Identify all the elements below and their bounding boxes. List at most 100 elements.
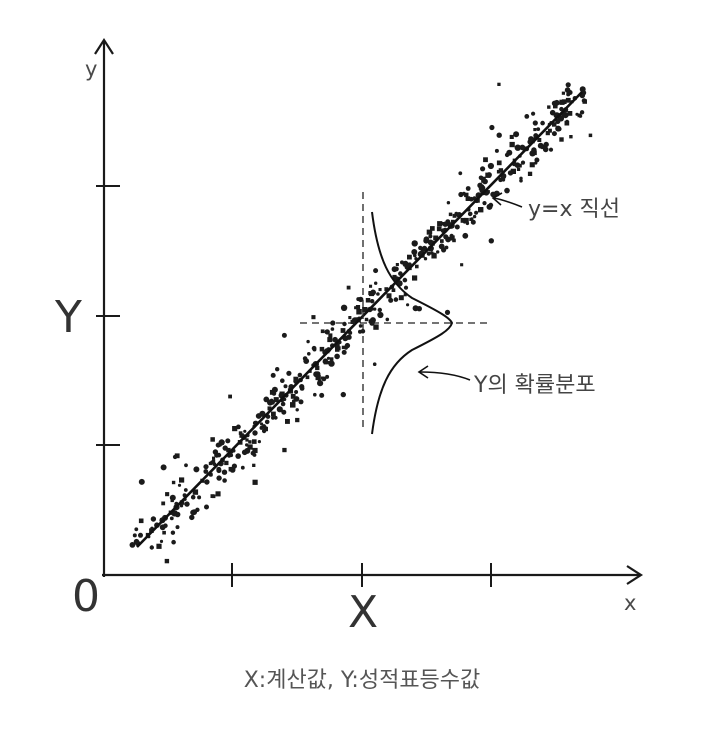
data-point <box>342 321 347 327</box>
data-point <box>160 464 167 471</box>
data-point <box>553 99 560 106</box>
data-point <box>332 336 338 343</box>
data-point <box>472 214 477 219</box>
data-point <box>354 306 358 310</box>
origin-label: 0 <box>72 571 100 622</box>
data-point <box>442 221 448 227</box>
data-point <box>247 444 253 450</box>
data-point <box>315 374 321 381</box>
data-point <box>174 453 180 459</box>
data-point <box>156 543 162 549</box>
data-point <box>386 293 392 299</box>
data-point <box>443 234 449 240</box>
x-mean-label: X <box>348 587 378 638</box>
data-point <box>190 509 197 516</box>
data-point <box>498 177 503 183</box>
data-point <box>212 456 216 460</box>
data-point <box>512 170 516 174</box>
data-point <box>465 196 471 201</box>
data-point <box>393 297 399 302</box>
data-point <box>497 82 501 86</box>
data-point <box>305 375 310 380</box>
data-point <box>536 127 541 131</box>
data-point <box>355 305 361 310</box>
data-point <box>364 317 369 322</box>
data-point <box>403 285 409 290</box>
data-point <box>369 317 376 324</box>
data-point <box>215 491 221 497</box>
data-point <box>426 251 431 256</box>
data-point <box>531 111 536 116</box>
data-point <box>464 217 469 223</box>
data-point <box>189 514 195 521</box>
data-point <box>465 221 470 226</box>
data-point <box>165 492 170 497</box>
data-point <box>547 105 551 109</box>
data-point <box>547 128 552 133</box>
data-point <box>313 392 317 397</box>
data-point <box>412 305 419 312</box>
data-point <box>452 238 456 243</box>
data-point <box>564 87 571 93</box>
data-point <box>483 157 488 163</box>
data-point <box>172 454 178 460</box>
data-point <box>537 138 542 142</box>
data-point <box>496 132 502 138</box>
data-point <box>553 103 558 109</box>
data-point <box>138 532 143 538</box>
data-point <box>369 284 373 288</box>
data-point <box>174 511 181 518</box>
data-point <box>423 257 428 261</box>
data-point <box>514 144 521 151</box>
data-point <box>548 147 554 152</box>
data-point <box>480 166 486 172</box>
data-point <box>559 137 564 142</box>
distribution-curve <box>371 211 454 435</box>
data-point <box>294 390 299 394</box>
data-point <box>252 447 258 454</box>
data-point <box>334 353 340 360</box>
data-point <box>555 125 562 132</box>
data-point <box>132 533 137 538</box>
data-point <box>290 394 296 399</box>
data-point <box>267 406 272 411</box>
data-point <box>504 187 510 194</box>
data-point <box>216 475 222 481</box>
data-point <box>325 374 330 379</box>
data-point <box>328 333 333 338</box>
data-point <box>311 315 316 320</box>
data-point <box>486 190 490 194</box>
data-point <box>436 226 442 232</box>
data-point <box>226 447 231 453</box>
data-point <box>537 142 544 149</box>
data-point <box>129 542 136 548</box>
data-point <box>150 516 157 522</box>
data-point <box>516 167 521 171</box>
data-point <box>315 365 320 371</box>
data-point <box>543 141 549 148</box>
x-axis-arrowhead <box>626 565 644 585</box>
data-point <box>524 114 530 119</box>
data-point <box>438 243 445 250</box>
data-point <box>530 137 536 142</box>
data-point <box>203 464 209 470</box>
data-point <box>235 453 241 459</box>
data-point <box>407 254 412 260</box>
data-point <box>400 260 404 265</box>
data-point <box>467 211 473 217</box>
data-point <box>307 352 311 356</box>
data-point <box>264 419 270 425</box>
data-point <box>514 162 521 168</box>
data-point <box>464 192 469 198</box>
data-point <box>269 399 275 405</box>
data-point <box>362 307 368 313</box>
data-point <box>378 288 382 292</box>
data-point <box>567 111 573 116</box>
distribution-label: Y의 확률분포 <box>473 373 596 398</box>
data-point <box>551 131 557 137</box>
data-point <box>395 263 399 267</box>
data-point <box>334 342 340 348</box>
data-point <box>501 178 506 182</box>
data-point <box>358 296 364 303</box>
data-point <box>320 376 324 380</box>
